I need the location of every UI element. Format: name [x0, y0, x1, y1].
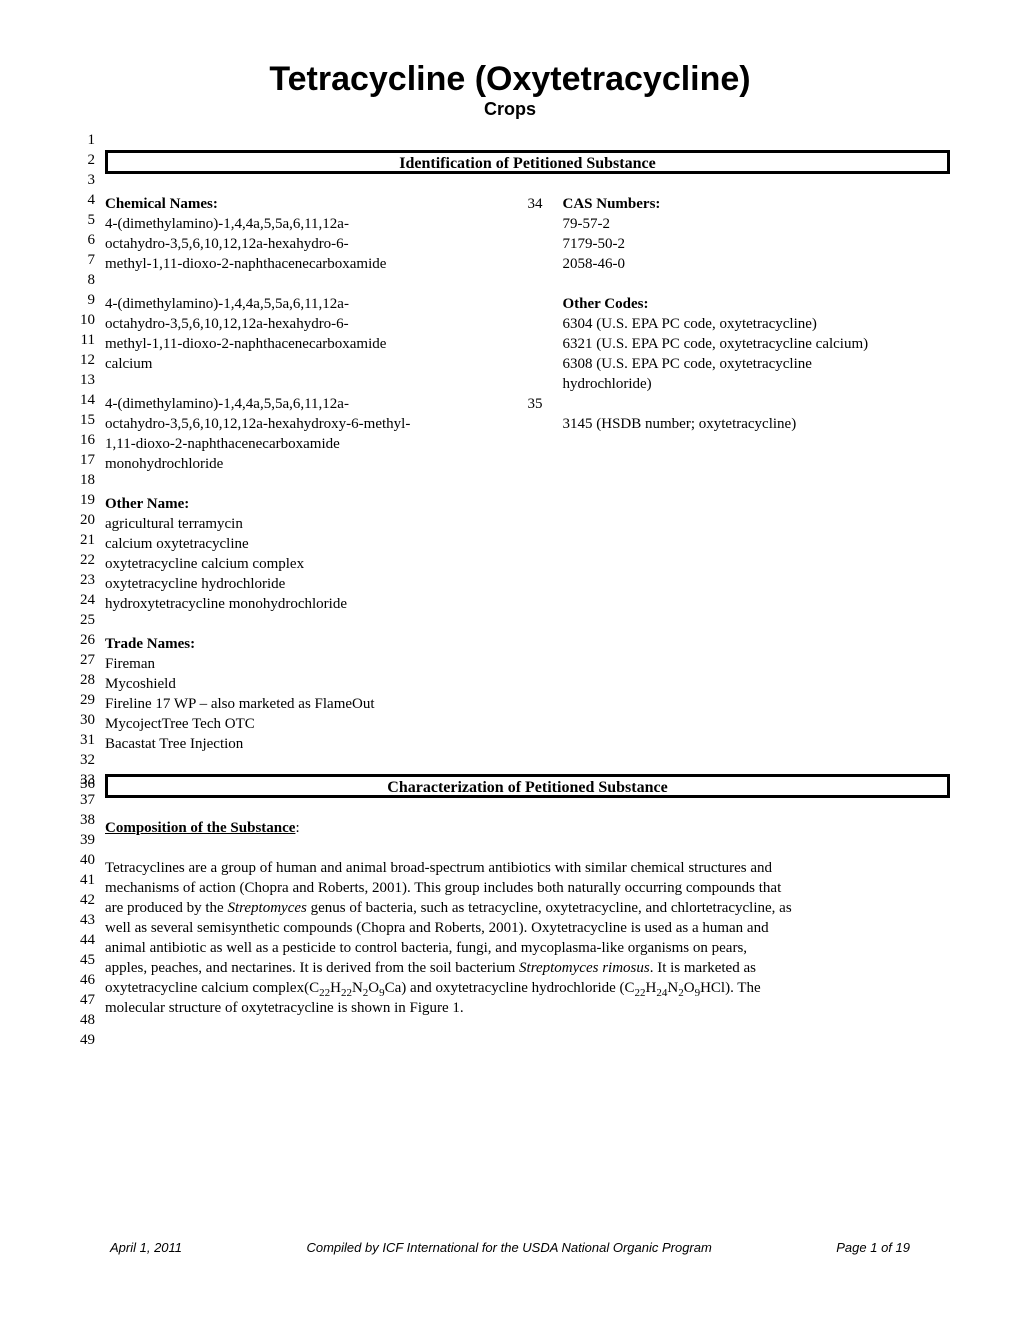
line-number: 16 [70, 430, 95, 450]
line-number: 10 [70, 310, 95, 330]
line-number: 8 [70, 270, 95, 290]
line-numbers-column: 1 2 3 4 5 6 7 8 9 10 11 12 13 14 15 16 1… [70, 130, 105, 1050]
document-subtitle: Crops [0, 99, 1020, 120]
composition-label: Composition of the Substance: [105, 818, 950, 838]
two-column-layout: Chemical Names: 4-(dimethylamino)-1,4,4a… [105, 174, 950, 774]
document-title: Tetracycline (Oxytetracycline) [0, 60, 1020, 99]
other-code-text: 6308 (U.S. EPA PC code, oxytetracycline [563, 354, 951, 374]
line-number: 12 [70, 350, 95, 370]
left-column: Chemical Names: 4-(dimethylamino)-1,4,4a… [105, 174, 528, 774]
other-name-text: agricultural terramycin [105, 514, 528, 534]
chemical-name-text: monohydrochloride [105, 454, 528, 474]
line-number: 27 [70, 650, 95, 670]
line-number: 30 [70, 710, 95, 730]
cas-number-text: 7179-50-2 [563, 234, 951, 254]
line-number: 49 [70, 1030, 95, 1050]
line-number: 14 [70, 390, 95, 410]
line-number: 9 [70, 290, 95, 310]
line-number: 39 [70, 830, 95, 850]
chemical-name-text: octahydro-3,5,6,10,12,12a-hexahydro-6- [105, 234, 528, 254]
line-number: 17 [70, 450, 95, 470]
trade-name-text: MycojectTree Tech OTC [105, 714, 528, 734]
line-number: 35 [528, 394, 555, 414]
line-number: 6 [70, 230, 95, 250]
line-number: 2 [70, 150, 95, 170]
line-number: 20 [70, 510, 95, 530]
other-code-text: 6321 (U.S. EPA PC code, oxytetracycline … [563, 334, 951, 354]
other-code-text: hydrochloride) [563, 374, 951, 394]
trade-name-text: Fireline 17 WP – also marketed as FlameO… [105, 694, 528, 714]
line-number: 32 [70, 750, 95, 770]
other-name-text: hydroxytetracycline monohydrochloride [105, 594, 528, 614]
line-number: 4 [70, 190, 95, 210]
line-number: 11 [70, 330, 95, 350]
section-header-identification: Identification of Petitioned Substance [105, 150, 950, 174]
section-header-characterization: Characterization of Petitioned Substance [105, 774, 950, 798]
chemical-name-text: methyl-1,11-dioxo-2-naphthacenecarboxami… [105, 334, 528, 354]
line-number: 28 [70, 670, 95, 690]
line-number: 25 [70, 610, 95, 630]
other-name-text: oxytetracycline hydrochloride [105, 574, 528, 594]
chemical-name-text: 4-(dimethylamino)-1,4,4a,5,5a,6,11,12a- [105, 294, 528, 314]
chemical-name-text: octahydro-3,5,6,10,12,12a-hexahydro-6- [105, 314, 528, 334]
other-name-text: calcium oxytetracycline [105, 534, 528, 554]
trade-name-text: Bacastat Tree Injection [105, 734, 528, 754]
line-number: 38 [70, 810, 95, 830]
cas-number-text: 79-57-2 [563, 214, 951, 234]
line-number: 5 [70, 210, 95, 230]
line-number: 47 [70, 990, 95, 1010]
line-number: 43 [70, 910, 95, 930]
footer-date: April 1, 2011 [110, 1240, 182, 1255]
other-codes-label: Other Codes: [563, 294, 951, 314]
chemical-name-text: octahydro-3,5,6,10,12,12a-hexahydroxy-6-… [105, 414, 528, 434]
line-number: 45 [70, 950, 95, 970]
cas-numbers-label: CAS Numbers: [563, 194, 951, 214]
right-column: 34 35 CAS Numbers: 79-57-2 7179- [528, 174, 951, 774]
chemical-name-text: 4-(dimethylamino)-1,4,4a,5,5a,6,11,12a- [105, 214, 528, 234]
line-number: 48 [70, 1010, 95, 1030]
line-number: 26 [70, 630, 95, 650]
chemical-names-label: Chemical Names: [105, 194, 528, 214]
line-number: 41 [70, 870, 95, 890]
trade-name-text: Mycoshield [105, 674, 528, 694]
line-number: 44 [70, 930, 95, 950]
chemical-name-text: 1,11-dioxo-2-naphthacenecarboxamide [105, 434, 528, 454]
line-number: 23 [70, 570, 95, 590]
right-column-content: CAS Numbers: 79-57-2 7179-50-2 2058-46-0… [563, 174, 951, 774]
other-code-text: 3145 (HSDB number; oxytetracycline) [563, 414, 951, 434]
chemical-name-text: 4-(dimethylamino)-1,4,4a,5,5a,6,11,12a- [105, 394, 528, 414]
line-number: 22 [70, 550, 95, 570]
line-number: 31 [70, 730, 95, 750]
chemical-name-text: methyl-1,11-dioxo-2-naphthacenecarboxami… [105, 254, 528, 274]
chemical-name-text: calcium [105, 354, 528, 374]
footer-credit: Compiled by ICF International for the US… [306, 1240, 711, 1255]
line-number: 3336 [70, 770, 95, 790]
line-number: 40 [70, 850, 95, 870]
other-name-label: Other Name: [105, 494, 528, 514]
line-number: 34 [528, 194, 555, 214]
trade-name-text: Fireman [105, 654, 528, 674]
line-number: 3 [70, 170, 95, 190]
cas-number-text: 2058-46-0 [563, 254, 951, 274]
line-number: 46 [70, 970, 95, 990]
main-content: Identification of Petitioned Substance C… [105, 130, 950, 1050]
trade-names-label: Trade Names: [105, 634, 528, 654]
paragraph-text: Tetracyclines are a group of human and a… [105, 858, 950, 1018]
other-name-text: oxytetracycline calcium complex [105, 554, 528, 574]
line-number: 21 [70, 530, 95, 550]
page-footer: April 1, 2011 Compiled by ICF Internatio… [0, 1240, 1020, 1255]
other-code-text: 6304 (U.S. EPA PC code, oxytetracycline) [563, 314, 951, 334]
line-number: 19 [70, 490, 95, 510]
footer-page-number: Page 1 of 19 [836, 1240, 910, 1255]
line-number: 42 [70, 890, 95, 910]
line-number: 15 [70, 410, 95, 430]
line-number: 1 [70, 130, 95, 150]
line-number: 29 [70, 690, 95, 710]
right-line-numbers: 34 35 [528, 174, 563, 774]
line-number: 18 [70, 470, 95, 490]
line-number: 24 [70, 590, 95, 610]
content-area: 1 2 3 4 5 6 7 8 9 10 11 12 13 14 15 16 1… [0, 130, 1020, 1050]
line-number: 7 [70, 250, 95, 270]
line-number: 13 [70, 370, 95, 390]
